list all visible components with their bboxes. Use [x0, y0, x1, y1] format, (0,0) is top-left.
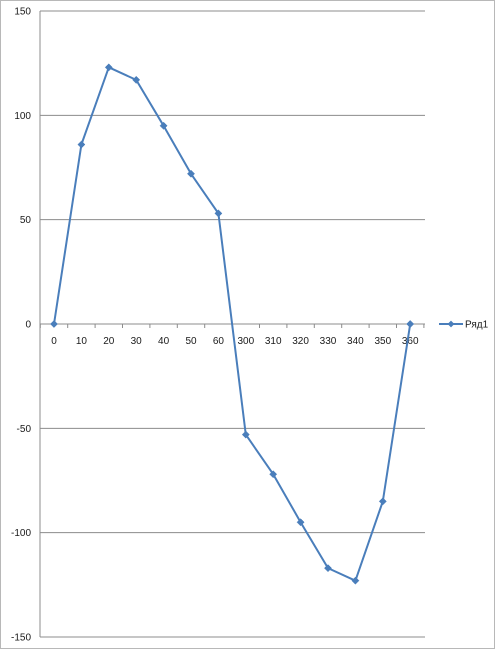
data-point: [296, 518, 305, 527]
x-tick-label: 310: [265, 336, 282, 347]
legend-label: Ряд1: [465, 320, 489, 331]
data-point: [269, 470, 278, 479]
y-tick-label: 100: [14, 111, 31, 122]
x-tick-labels: 0 10 20 30 40 50 60 300 310 320 330 340 350 360: [51, 336, 419, 347]
x-tick-label: 350: [374, 336, 391, 347]
data-point: [50, 320, 58, 328]
data-point: [214, 209, 223, 218]
data-point: [351, 576, 360, 585]
data-point: [241, 430, 250, 439]
data-point: [378, 497, 387, 506]
data-point: [77, 140, 86, 149]
x-tick-label: 40: [158, 336, 170, 347]
x-tick-label: 320: [292, 336, 309, 347]
data-point: [187, 169, 195, 178]
x-tick-label: 30: [131, 336, 143, 347]
y-tick-label: -150: [11, 633, 31, 644]
x-tick-label: 60: [213, 336, 225, 347]
series-group: [50, 63, 415, 585]
x-tick-label: 0: [51, 336, 57, 347]
data-point: [132, 75, 141, 84]
series-line: [53, 66, 412, 582]
x-tick-label: 340: [347, 336, 364, 347]
y-tick-label: 50: [20, 215, 32, 226]
x-tick-label: 50: [185, 336, 197, 347]
y-tick-labels: 150 100 50 0 -50 -100 -150: [11, 7, 31, 644]
data-point: [104, 63, 113, 72]
data-point: [324, 564, 332, 573]
x-tick-label: 20: [103, 336, 115, 347]
x-tick-label: 330: [320, 336, 337, 347]
legend: Ряд1: [439, 320, 489, 331]
legend-marker: [447, 320, 455, 328]
data-point: [159, 121, 168, 130]
y-tick-label: -100: [11, 528, 31, 539]
gridlines: [40, 10, 425, 638]
x-tick-label: 300: [237, 336, 254, 347]
y-tick-label: 150: [14, 7, 31, 18]
y-tick-label: 0: [25, 320, 31, 331]
x-tick-label: 360: [402, 336, 419, 347]
y-tick-label: -50: [17, 424, 32, 435]
x-tick-label: 10: [76, 336, 88, 347]
data-point: [406, 320, 415, 328]
